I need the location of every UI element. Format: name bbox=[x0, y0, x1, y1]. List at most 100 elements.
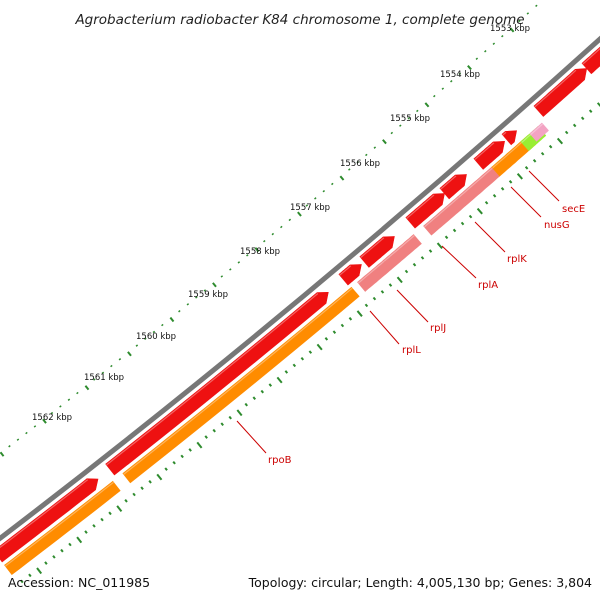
ruler-label-track: 1553 kbp 1554 kbp 1555 kbp 1556 kbp 1557 kbp… bbox=[32, 24, 530, 423]
gene-red-small-4-sheen bbox=[440, 175, 457, 190]
inner-tick bbox=[172, 460, 176, 465]
inner-tick bbox=[108, 511, 112, 516]
outer-tick bbox=[50, 411, 54, 415]
ruler-label: 1560 kbp bbox=[136, 332, 176, 342]
gene-red-small-1-sheen bbox=[339, 265, 352, 276]
inner-tick bbox=[252, 396, 257, 400]
gene-secE[interactable] bbox=[529, 122, 549, 142]
inner-tick bbox=[116, 505, 123, 513]
inner-tick bbox=[572, 123, 577, 128]
gene-secE-sheen bbox=[530, 123, 544, 136]
outer-tick bbox=[101, 371, 105, 375]
inner-tick bbox=[460, 221, 465, 226]
gene-label-secE[interactable]: secE bbox=[562, 204, 585, 215]
outer-tick bbox=[467, 65, 472, 71]
outer-tick bbox=[118, 358, 122, 361]
inner-tick bbox=[84, 530, 88, 534]
label-leader-rplK bbox=[474, 221, 506, 253]
inner-tick bbox=[428, 249, 433, 253]
ruler-label: 1562 kbp bbox=[32, 413, 72, 423]
outer-tick bbox=[390, 131, 394, 135]
outer-tick bbox=[407, 117, 411, 120]
outer-tick bbox=[25, 431, 28, 435]
inner-tick bbox=[156, 473, 163, 481]
outer-tick bbox=[518, 19, 521, 23]
outer-tick bbox=[288, 218, 292, 222]
inner-tick bbox=[332, 330, 337, 334]
gene-label-rplJ[interactable]: rplJ bbox=[430, 323, 446, 334]
inner-tick bbox=[564, 130, 569, 135]
outer-tick bbox=[229, 268, 232, 271]
ruler-label: 1557 kbp bbox=[290, 203, 330, 213]
gene-red-small-4[interactable] bbox=[439, 174, 467, 200]
outer-tick bbox=[322, 189, 326, 193]
inner-tick bbox=[452, 228, 457, 233]
gene-label-rplL[interactable]: rplL bbox=[402, 345, 421, 356]
outer-tick bbox=[127, 351, 132, 357]
outer-tick bbox=[76, 391, 79, 395]
gene-red-small-2[interactable] bbox=[359, 236, 395, 268]
inner-tick bbox=[300, 356, 305, 361]
outer-tick bbox=[484, 50, 487, 53]
outer-tick bbox=[110, 364, 113, 368]
gene-rpoB-part[interactable] bbox=[4, 480, 121, 576]
gene-rplJ[interactable] bbox=[383, 234, 422, 270]
inner-tick bbox=[92, 524, 96, 528]
outer-tick bbox=[161, 323, 164, 327]
outer-tick bbox=[33, 425, 37, 428]
gene-rplK[interactable] bbox=[457, 166, 501, 207]
inner-tick bbox=[44, 561, 48, 565]
gene-label-rplK[interactable]: rplK bbox=[507, 254, 527, 265]
outer-tick bbox=[433, 94, 436, 98]
inner-tick bbox=[316, 343, 323, 351]
inner-tick bbox=[516, 173, 523, 180]
inner-tick bbox=[324, 337, 329, 341]
outer-tick bbox=[8, 445, 11, 448]
gene-red-small-7[interactable] bbox=[533, 68, 588, 117]
outer-tick bbox=[424, 102, 430, 108]
outer-tick bbox=[212, 282, 217, 288]
inner-tick bbox=[60, 548, 64, 553]
gene-label-rpoB[interactable]: rpoB bbox=[268, 455, 292, 466]
gene-label-rplA[interactable]: rplA bbox=[478, 280, 498, 291]
gene-red-small-1[interactable] bbox=[338, 264, 362, 286]
inner-tick bbox=[212, 428, 216, 433]
outer-tick-track bbox=[0, 4, 538, 457]
outer-tick bbox=[365, 153, 368, 157]
inner-tick bbox=[260, 389, 265, 394]
outer-tick bbox=[373, 146, 377, 149]
gene-red-small-5[interactable] bbox=[473, 140, 505, 170]
gene-red-small-6[interactable] bbox=[501, 130, 517, 146]
outer-tick bbox=[526, 12, 530, 15]
label-leader-rplJ bbox=[396, 289, 429, 323]
inner-tick bbox=[372, 296, 377, 301]
outer-tick bbox=[220, 275, 224, 278]
gene-rpoC-sheen bbox=[106, 293, 319, 466]
inner-tick bbox=[548, 144, 553, 149]
inner-tick bbox=[484, 200, 489, 205]
label-leader-rplA bbox=[441, 245, 477, 279]
inner-tick bbox=[580, 116, 585, 121]
outer-tick bbox=[314, 197, 317, 200]
gene-rpoB-sheen bbox=[123, 287, 353, 475]
gene-red-small-8[interactable] bbox=[581, 40, 600, 75]
inner-tick bbox=[164, 467, 168, 471]
gene-red-small-8-sheen bbox=[582, 47, 600, 65]
gene-label-track: secE nusG rplK rplA rplJ rplL rpoB bbox=[236, 170, 585, 466]
label-leader-secE bbox=[528, 170, 560, 202]
gene-rpoB[interactable] bbox=[122, 286, 360, 484]
gene-rpoC[interactable] bbox=[105, 291, 329, 476]
inner-tick bbox=[180, 454, 184, 459]
inner-tick bbox=[292, 363, 297, 368]
inner-tick bbox=[228, 415, 232, 420]
inner-tick bbox=[500, 187, 505, 191]
gene-red-small-3[interactable] bbox=[405, 193, 445, 229]
gene-label-nusG[interactable]: nusG bbox=[544, 220, 570, 231]
gene-rpoB-upstream[interactable] bbox=[0, 478, 99, 563]
outer-tick bbox=[280, 225, 283, 229]
gene-rplL-sheen bbox=[357, 260, 385, 284]
gene-red-small-3-sheen bbox=[406, 194, 435, 219]
gene-rplL[interactable] bbox=[357, 259, 392, 292]
